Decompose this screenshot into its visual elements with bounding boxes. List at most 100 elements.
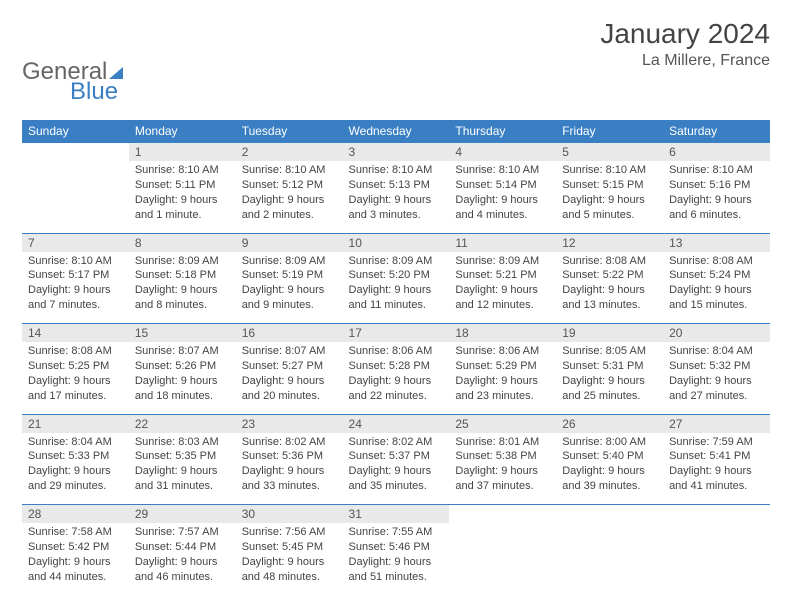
day-info-line: Daylight: 9 hours [135,283,230,298]
day-info-line: Sunset: 5:25 PM [28,359,123,374]
day-number-cell: 18 [449,324,556,343]
day-number-cell: 27 [663,414,770,433]
day-info-line: Sunset: 5:42 PM [28,540,123,555]
day-content-cell: Sunrise: 8:06 AMSunset: 5:29 PMDaylight:… [449,342,556,414]
day-info-line: Daylight: 9 hours [28,283,123,298]
day-info-line: Sunset: 5:11 PM [135,178,230,193]
day-info-line: Sunset: 5:28 PM [349,359,444,374]
day-info-line: and 25 minutes. [562,389,657,404]
day-info-line: Sunset: 5:15 PM [562,178,657,193]
day-info-line: Daylight: 9 hours [135,193,230,208]
day-info-line: Sunset: 5:20 PM [349,268,444,283]
day-content-cell: Sunrise: 7:58 AMSunset: 5:42 PMDaylight:… [22,523,129,595]
weekday-header: Wednesday [343,120,450,143]
day-info-line: Sunset: 5:26 PM [135,359,230,374]
day-content-row: Sunrise: 8:08 AMSunset: 5:25 PMDaylight:… [22,342,770,414]
day-info-line: and 13 minutes. [562,298,657,313]
day-number-cell: 30 [236,505,343,524]
day-info-line: and 29 minutes. [28,479,123,494]
day-number-cell: 28 [22,505,129,524]
day-number-cell: 26 [556,414,663,433]
day-info-line: Daylight: 9 hours [28,374,123,389]
day-content-cell: Sunrise: 8:01 AMSunset: 5:38 PMDaylight:… [449,433,556,505]
day-info-line: Daylight: 9 hours [455,193,550,208]
day-content-cell: Sunrise: 8:10 AMSunset: 5:17 PMDaylight:… [22,252,129,324]
day-content-cell: Sunrise: 8:02 AMSunset: 5:36 PMDaylight:… [236,433,343,505]
day-info-line: Daylight: 9 hours [28,555,123,570]
day-content-cell: Sunrise: 8:08 AMSunset: 5:25 PMDaylight:… [22,342,129,414]
day-info-line: Sunrise: 8:02 AM [242,435,337,450]
day-info-line: Daylight: 9 hours [135,555,230,570]
day-info-line: Sunrise: 8:05 AM [562,344,657,359]
day-info-line: Sunset: 5:32 PM [669,359,764,374]
day-info-line: and 17 minutes. [28,389,123,404]
day-info-line: Daylight: 9 hours [349,374,444,389]
day-info-line: Sunrise: 8:10 AM [562,163,657,178]
day-info-line: and 4 minutes. [455,208,550,223]
brand-line2: Blue [70,78,118,105]
day-number-cell: 6 [663,143,770,162]
day-number-cell: 17 [343,324,450,343]
day-info-line: Sunrise: 7:57 AM [135,525,230,540]
day-number-cell: 23 [236,414,343,433]
day-info-line: Sunrise: 8:10 AM [455,163,550,178]
day-content-cell: Sunrise: 8:09 AMSunset: 5:18 PMDaylight:… [129,252,236,324]
day-info-line: Sunset: 5:40 PM [562,449,657,464]
day-number-cell: 22 [129,414,236,433]
day-info-line: Sunset: 5:35 PM [135,449,230,464]
day-number-cell: 15 [129,324,236,343]
day-info-line: Sunset: 5:22 PM [562,268,657,283]
day-info-line: and 46 minutes. [135,570,230,585]
day-info-line: Sunset: 5:41 PM [669,449,764,464]
day-info-line: Sunrise: 7:55 AM [349,525,444,540]
day-number-cell [22,143,129,162]
day-number-row: 123456 [22,143,770,162]
day-info-line: Daylight: 9 hours [242,555,337,570]
day-info-line: and 27 minutes. [669,389,764,404]
day-number-cell: 8 [129,233,236,252]
day-content-cell: Sunrise: 8:02 AMSunset: 5:37 PMDaylight:… [343,433,450,505]
day-info-line: Sunrise: 8:10 AM [242,163,337,178]
day-number-cell: 1 [129,143,236,162]
day-info-line: Sunset: 5:36 PM [242,449,337,464]
day-number-row: 14151617181920 [22,324,770,343]
day-info-line: Daylight: 9 hours [135,374,230,389]
day-content-cell: Sunrise: 8:10 AMSunset: 5:13 PMDaylight:… [343,161,450,233]
day-info-line: and 9 minutes. [242,298,337,313]
day-info-line: and 2 minutes. [242,208,337,223]
day-content-cell: Sunrise: 8:04 AMSunset: 5:32 PMDaylight:… [663,342,770,414]
day-number-cell [449,505,556,524]
day-info-line: Sunset: 5:45 PM [242,540,337,555]
day-info-line: Sunrise: 8:06 AM [349,344,444,359]
day-content-cell [556,523,663,595]
day-info-line: and 33 minutes. [242,479,337,494]
day-info-line: and 5 minutes. [562,208,657,223]
day-info-line: Sunset: 5:14 PM [455,178,550,193]
day-info-line: Sunrise: 8:03 AM [135,435,230,450]
day-info-line: and 6 minutes. [669,208,764,223]
day-info-line: Sunset: 5:13 PM [349,178,444,193]
day-content-row: Sunrise: 8:10 AMSunset: 5:17 PMDaylight:… [22,252,770,324]
day-info-line: Daylight: 9 hours [349,193,444,208]
day-info-line: Sunset: 5:17 PM [28,268,123,283]
day-info-line: and 51 minutes. [349,570,444,585]
day-info-line: and 20 minutes. [242,389,337,404]
day-info-line: Sunrise: 8:10 AM [28,254,123,269]
day-number-cell: 29 [129,505,236,524]
day-number-cell [663,505,770,524]
day-info-line: Sunrise: 8:10 AM [349,163,444,178]
day-info-line: and 15 minutes. [669,298,764,313]
day-number-cell: 16 [236,324,343,343]
day-info-line: Daylight: 9 hours [669,193,764,208]
day-content-cell [449,523,556,595]
day-info-line: Sunset: 5:38 PM [455,449,550,464]
day-info-line: Sunrise: 8:08 AM [28,344,123,359]
day-info-line: and 48 minutes. [242,570,337,585]
day-info-line: Daylight: 9 hours [455,283,550,298]
day-info-line: Sunrise: 8:00 AM [562,435,657,450]
day-info-line: Sunrise: 8:04 AM [669,344,764,359]
day-number-row: 28293031 [22,505,770,524]
day-content-cell: Sunrise: 8:06 AMSunset: 5:28 PMDaylight:… [343,342,450,414]
day-info-line: and 31 minutes. [135,479,230,494]
day-content-cell: Sunrise: 8:00 AMSunset: 5:40 PMDaylight:… [556,433,663,505]
